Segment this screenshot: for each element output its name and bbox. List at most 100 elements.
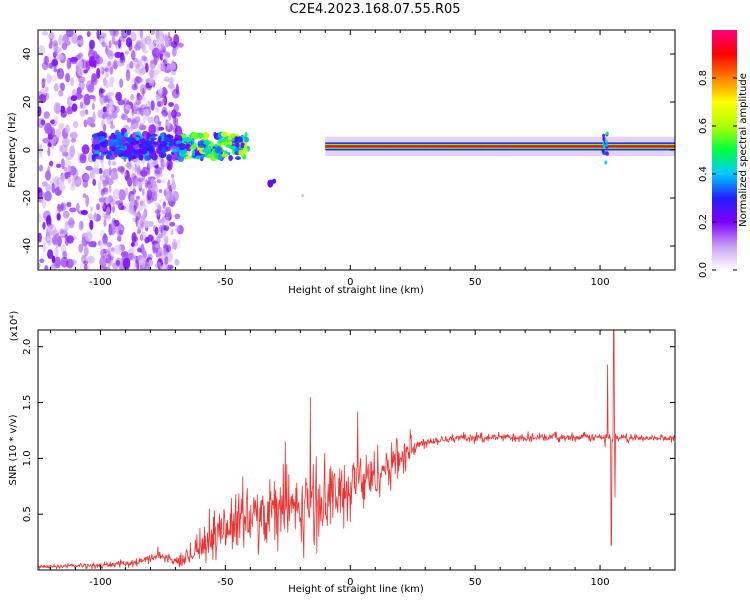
spectrogram-mark xyxy=(129,61,134,69)
spectrogram-mark xyxy=(38,94,47,104)
spectrogram-mark xyxy=(82,178,89,189)
spectrogram-mark xyxy=(101,161,104,172)
spectrogram-mark xyxy=(103,179,110,186)
spectrogram-mark xyxy=(138,78,144,83)
spectrogram-mark xyxy=(48,31,55,41)
spectrogram-mark xyxy=(176,238,181,249)
spectrogram-mark xyxy=(62,33,69,44)
spectrogram-mark xyxy=(157,261,161,268)
spectrogram-mark xyxy=(101,265,107,270)
spectrogram-mark xyxy=(112,188,120,200)
spectrogram-mark xyxy=(112,61,118,70)
spectrogram-mark xyxy=(138,180,143,189)
spectrogram-mark xyxy=(62,137,70,148)
spectrogram-mark xyxy=(108,105,115,113)
spectrogram-mark xyxy=(147,176,156,181)
spectrogram-mark xyxy=(220,131,229,138)
spectrogram-mark xyxy=(151,133,158,137)
spectrogram-mark xyxy=(200,153,205,158)
spectrogram-mark xyxy=(38,45,46,56)
spectrogram-mark xyxy=(146,131,151,140)
spectrogram-mark xyxy=(134,149,142,155)
spectrogram-mark xyxy=(411,145,414,148)
spectrogram-mark xyxy=(44,235,50,242)
spectrogram-mark xyxy=(103,218,107,227)
spectrogram-mark xyxy=(96,30,100,39)
spectrogram-mark xyxy=(170,228,174,236)
spectrogram-mark xyxy=(110,222,116,228)
spectrogram-mark xyxy=(174,224,181,233)
colorbar-tick-label: 0.0 xyxy=(698,262,709,278)
spectrogram-mark xyxy=(150,100,155,111)
spectrogram-mark xyxy=(132,245,136,254)
spectrogram-mark xyxy=(83,174,91,182)
spectrogram-mark xyxy=(120,113,128,121)
spectrogram-mark xyxy=(462,145,465,148)
spectrogram-mark xyxy=(161,264,165,270)
spectrogram-mark xyxy=(146,189,153,201)
spectrogram-mark xyxy=(148,41,155,51)
spectrogram-mark xyxy=(100,196,105,206)
spectrogram-mark xyxy=(120,55,126,64)
spectrogram-mark xyxy=(44,190,52,202)
spectrogram-mark xyxy=(421,145,424,148)
spectrogram-xlabel: Height of straight line (km) xyxy=(288,285,424,296)
spectrogram-mark xyxy=(115,91,120,101)
y-tick-label: 0.5 xyxy=(22,506,33,522)
spectrogram-mark xyxy=(159,198,164,204)
spectrogram-mark xyxy=(66,106,74,115)
spectrogram-mark xyxy=(71,103,78,112)
spectrogram-mark xyxy=(235,156,241,161)
spectrogram-mark xyxy=(605,131,609,136)
spectrogram-mark xyxy=(202,148,207,153)
spectrogram-mark xyxy=(75,40,82,45)
spectrogram-mark xyxy=(54,233,60,245)
spectrogram-mark xyxy=(58,89,64,97)
spectrogram-mark xyxy=(70,95,78,102)
spectrogram-mark xyxy=(161,217,165,226)
spectrogram-mark xyxy=(85,194,90,207)
spectrogram-mark xyxy=(132,179,136,190)
spectrogram-mark xyxy=(134,164,138,173)
spectrogram-mark xyxy=(134,240,139,247)
spectrogram-mark xyxy=(242,155,247,160)
spectrogram-mark xyxy=(118,203,124,211)
spectrogram-mark xyxy=(164,58,169,65)
spectrogram-mark xyxy=(141,188,145,196)
spectrogram-mark xyxy=(145,80,153,91)
spectrogram-mark xyxy=(93,212,97,221)
spectrogram-mark xyxy=(109,124,116,129)
x-tick-label: -50 xyxy=(217,577,233,588)
spectrogram-mark xyxy=(160,162,167,168)
spectrogram-mark xyxy=(103,248,109,254)
spectrogram-mark xyxy=(79,110,87,117)
spectrogram-mark xyxy=(39,258,45,264)
colorbar-gradient xyxy=(712,30,737,270)
spectrogram-mark xyxy=(111,161,117,166)
spectrogram-mark xyxy=(397,145,400,148)
spectrogram-mark xyxy=(71,177,75,187)
spectrogram-mark xyxy=(83,263,88,270)
spectrogram-mark xyxy=(202,136,209,140)
spectrogram-mark xyxy=(88,56,96,68)
spectrogram-mark xyxy=(137,247,143,253)
spectrogram-mark xyxy=(89,219,94,231)
spectrogram-mark xyxy=(148,76,155,87)
spectrogram-mark xyxy=(82,193,87,199)
spectrogram-mark xyxy=(171,238,178,250)
spectrogram-mark xyxy=(151,235,155,246)
spectrogram-mark xyxy=(45,183,52,192)
spectrogram-mark xyxy=(53,43,58,53)
x-tick-label: 100 xyxy=(591,277,610,288)
spectrogram-mark xyxy=(48,160,54,167)
spectrogram-mark xyxy=(510,145,513,148)
spectrogram-mark xyxy=(133,262,138,268)
spectrogram-mark xyxy=(144,155,151,161)
spectrogram-mark xyxy=(125,50,129,55)
spectrogram-mark xyxy=(69,145,76,157)
spectrogram-mark xyxy=(88,94,96,100)
spectrogram-mark xyxy=(158,189,163,194)
spectrogram-mark xyxy=(110,171,115,177)
spectrogram-mark xyxy=(103,99,107,104)
spectrogram-mark xyxy=(117,138,123,146)
